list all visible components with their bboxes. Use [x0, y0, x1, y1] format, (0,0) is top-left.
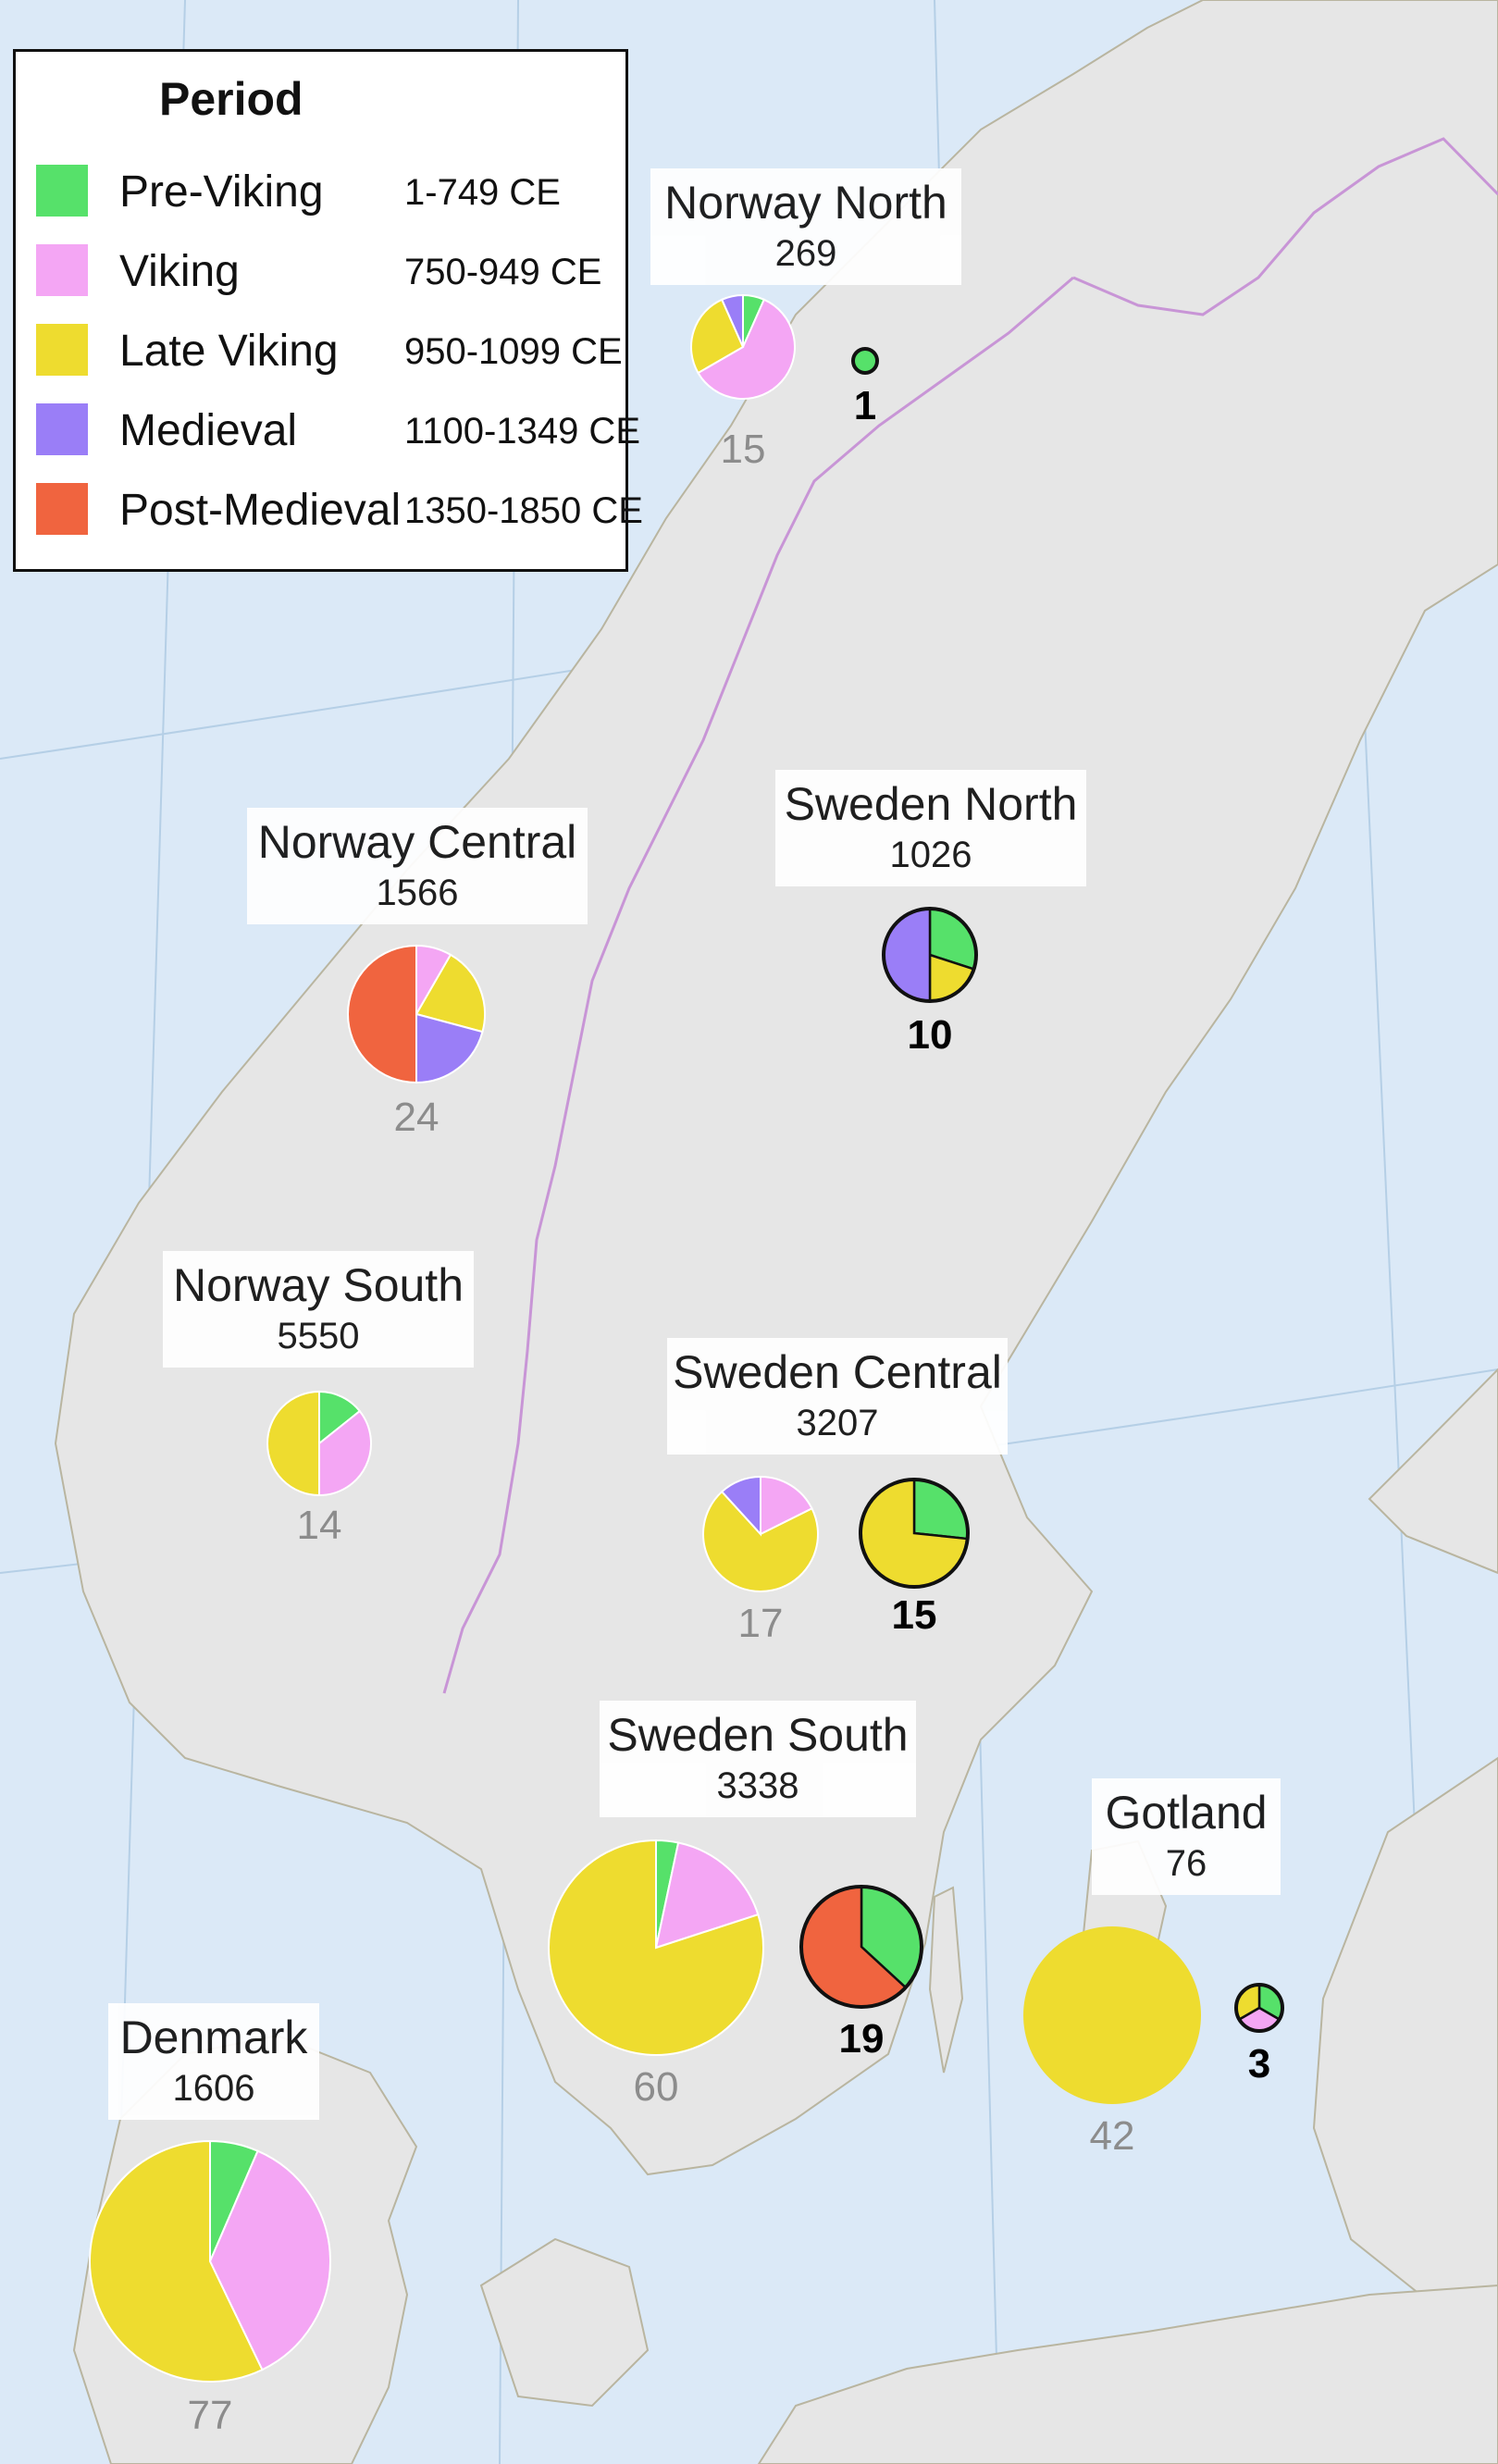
- region-sweden-north: Sweden North 1026: [775, 770, 1086, 886]
- region-count: 5550: [277, 1316, 360, 1356]
- region-name: Norway North: [664, 177, 947, 229]
- germany-poland-coast: [757, 2284, 1498, 2464]
- pie-slice-medieval: [415, 1012, 484, 1084]
- pie-slice-late-viking: [266, 1390, 320, 1497]
- pie-chart-norway-south-grey: [266, 1390, 372, 1497]
- legend-swatch: [36, 403, 88, 455]
- legend-item-late-viking: Late Viking 950-1099 CE: [36, 324, 623, 381]
- pie-slice-viking: [208, 2149, 331, 2371]
- region-count: 269: [774, 233, 837, 274]
- legend-item-post-medieval: Post-Medieval 1350-1850 CE: [36, 483, 643, 540]
- region-norway-north: Norway North 269: [650, 168, 961, 285]
- pie-chart-sweden-south-grey: [548, 1839, 764, 2056]
- pie-sample-count: 60: [633, 2064, 679, 2110]
- region-sweden-south: Sweden South 3338: [600, 1701, 916, 1817]
- pie-slice-viking: [760, 1475, 813, 1536]
- pie-chart-norway-central-grey: [347, 944, 486, 1084]
- pie-slice-viking: [318, 1409, 372, 1497]
- pie-outline: [799, 1885, 923, 2009]
- pie-chart-norway-north-grey: [690, 293, 796, 400]
- pie-sample-count: 10: [907, 1012, 953, 1058]
- legend-range: 1100-1349 CE: [404, 411, 640, 452]
- region-name: Norway South: [172, 1259, 464, 1311]
- region-count: 3207: [796, 1403, 879, 1443]
- pie-chart-sweden-north-bold: [882, 907, 978, 1003]
- region-count: 76: [1165, 1843, 1207, 1884]
- pie-chart-sweden-south-bold: [799, 1885, 923, 2009]
- pie-chart-denmark-grey: [89, 2139, 331, 2383]
- pie-slice-pre-viking: [853, 349, 877, 373]
- legend-range: 950-1099 CE: [404, 331, 623, 372]
- legend: Period Pre-Viking 1-749 CE Viking 750-94…: [13, 49, 643, 572]
- legend-label: Post-Medieval: [119, 486, 402, 535]
- legend-item-medieval: Medieval 1100-1349 CE: [36, 403, 640, 461]
- legend-swatch: [36, 165, 88, 217]
- pie-chart-sweden-central-bold: [859, 1478, 970, 1589]
- pie-slice-late-viking: [89, 2139, 264, 2383]
- pie-slice-medieval: [720, 1475, 761, 1537]
- region-count: 3338: [716, 1765, 799, 1806]
- pie-slice-viking: [654, 1841, 760, 1950]
- pie-sample-count: 14: [296, 1503, 342, 1548]
- region-name: Gotland: [1105, 1787, 1268, 1839]
- pie-outline: [851, 347, 879, 375]
- region-count: 1606: [172, 2068, 255, 2109]
- pie-sample-count: 1: [853, 383, 877, 428]
- region-norway-south: Norway South 5550: [163, 1251, 474, 1368]
- pie-outline: [882, 907, 978, 1003]
- legend-swatch: [36, 244, 88, 296]
- finland: [1368, 1368, 1498, 1575]
- pie-slice-viking: [697, 298, 796, 400]
- pie-sample-count: 24: [393, 1095, 439, 1140]
- legend-swatch: [36, 483, 88, 535]
- pie-chart-norway-north-bold: [851, 347, 879, 375]
- pie-sample-count: 17: [737, 1601, 784, 1646]
- region-name: Sweden Central: [673, 1346, 1002, 1398]
- legend-label: Late Viking: [119, 327, 339, 376]
- legend-label: Pre-Viking: [119, 167, 324, 217]
- region-norway-central: Norway Central 1566: [247, 808, 588, 924]
- oland-island: [928, 1886, 964, 2074]
- pie-sample-count: 15: [720, 427, 766, 472]
- scandinavian-peninsula: [54, 0, 1498, 2176]
- region-gotland: Gotland 76: [1092, 1778, 1281, 1895]
- legend-range: 1350-1850 CE: [404, 490, 643, 531]
- pie-slice-late viking: [1023, 1926, 1201, 2104]
- region-name: Sweden South: [607, 1709, 909, 1761]
- legend-range: 1-749 CE: [404, 172, 561, 213]
- region-denmark: Denmark 1606: [108, 2003, 319, 2120]
- pie-slice-late-viking: [548, 1839, 764, 2056]
- pie-chart-gotland-bold: [1234, 1983, 1284, 2033]
- pie-slice-late-viking: [702, 1490, 819, 1592]
- borders: [442, 137, 1498, 1694]
- region-count: 1566: [376, 873, 459, 913]
- legend-title: Period: [159, 73, 303, 125]
- pie-sample-count: 15: [891, 1592, 937, 1638]
- pie-sample-count: 77: [187, 2393, 233, 2438]
- pie-outline: [859, 1478, 970, 1589]
- legend-label: Medieval: [119, 406, 298, 455]
- legend-range: 750-949 CE: [404, 252, 602, 292]
- pie-slice-post-medieval: [347, 944, 417, 1084]
- legend-item-viking: Viking 750-949 CE: [36, 244, 619, 302]
- region-count: 1026: [889, 835, 972, 875]
- region-name: Denmark: [119, 2012, 308, 2063]
- legend-swatch: [36, 324, 88, 376]
- pie-slice-medieval: [720, 293, 744, 348]
- pie-slice-late-viking: [415, 953, 486, 1034]
- pie-outline: [1234, 1983, 1284, 2033]
- pie-chart-gotland-grey: [1023, 1926, 1201, 2104]
- pie-sample-count: 19: [838, 2016, 885, 2062]
- zealand: [479, 2237, 650, 2408]
- region-name: Sweden North: [784, 778, 1078, 830]
- pie-chart-sweden-central-grey: [702, 1475, 819, 1592]
- region-sweden-central: Sweden Central 3207: [667, 1338, 1008, 1455]
- legend-item-pre-viking: Pre-Viking 1-749 CE: [36, 165, 619, 222]
- legend-label: Viking: [119, 247, 240, 296]
- region-name: Norway Central: [257, 816, 577, 868]
- pie-sample-count: 3: [1247, 2041, 1271, 2086]
- pie-sample-count: 42: [1089, 2113, 1135, 2159]
